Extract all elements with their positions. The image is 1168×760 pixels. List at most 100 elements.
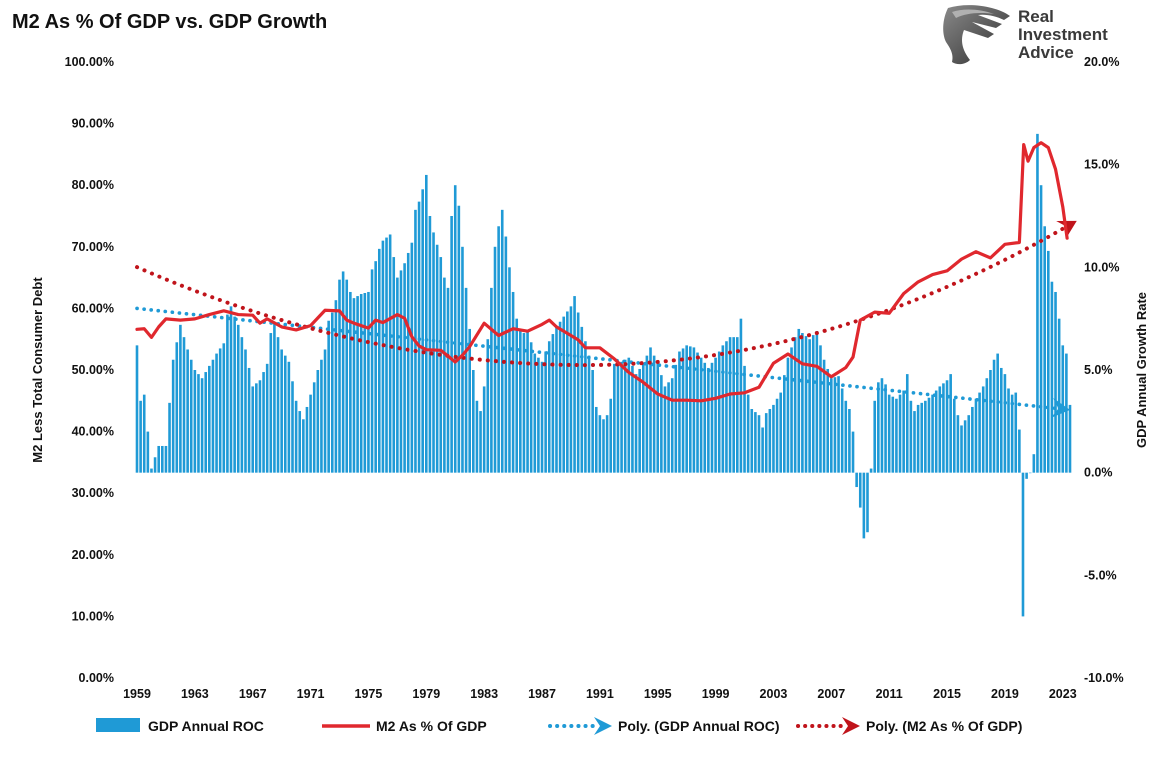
gdp-bar <box>801 333 804 473</box>
gdp-bar <box>775 398 779 473</box>
gdp-bar <box>631 365 634 473</box>
gdp-bar <box>999 367 1003 473</box>
gdp-bar <box>562 316 566 473</box>
gdp-bar <box>566 311 569 473</box>
gdp-bar <box>869 468 873 473</box>
gdp-bar <box>594 406 598 473</box>
y-left-tick-label: 90.00% <box>72 117 114 131</box>
x-tick-label: 1979 <box>412 687 440 701</box>
y-right-tick-label: 15.0% <box>1084 158 1119 172</box>
gdp-bar <box>385 237 388 473</box>
gdp-bar <box>808 339 811 473</box>
gdp-bar <box>294 400 298 473</box>
gdp-bar <box>981 386 985 473</box>
gdp-bar <box>786 357 790 473</box>
legend-swatch <box>96 718 140 732</box>
gdp-bar <box>508 267 511 473</box>
y-left-tick-label: 0.00% <box>79 671 114 685</box>
gdp-bar <box>1057 318 1061 473</box>
gdp-bar <box>236 324 240 473</box>
gdp-bar <box>598 415 602 473</box>
gdp-bar <box>558 321 562 473</box>
x-tick-label: 1971 <box>297 687 325 701</box>
gdp-bar <box>537 357 540 473</box>
gdp-bar <box>211 359 215 473</box>
gdp-bar <box>858 472 862 508</box>
gdp-bar <box>750 409 754 473</box>
gdp-bar <box>229 306 233 473</box>
legend-label: M2 As % Of GDP <box>376 718 487 734</box>
gdp-bar <box>544 351 547 473</box>
gdp-bar <box>446 287 450 473</box>
logo-line-2: Investment <box>1018 25 1108 44</box>
gdp-bar <box>699 357 703 473</box>
gdp-bar <box>309 394 312 473</box>
gdp-bar <box>504 236 508 473</box>
gdp-bar <box>204 372 208 473</box>
y-left-axis-label: M2 Less Total Consumer Debt <box>30 277 45 463</box>
gdp-bar <box>475 400 479 473</box>
gdp-bar <box>768 409 772 473</box>
legend-label: GDP Annual ROC <box>148 718 264 734</box>
gdp-bar <box>443 277 446 473</box>
gdp-bar <box>374 261 377 473</box>
gdp-bar <box>678 351 681 473</box>
gdp-bar <box>688 346 692 473</box>
gdp-bar <box>486 339 490 473</box>
gdp-bar <box>866 472 869 533</box>
gdp-bar <box>244 349 247 473</box>
gdp-bar <box>200 378 204 473</box>
gdp-bar <box>482 386 486 473</box>
logo-line-3: Advice <box>1018 43 1074 62</box>
gdp-bar <box>641 363 645 473</box>
gdp-bar <box>656 363 660 473</box>
gdp-bar <box>540 361 544 473</box>
gdp-bar <box>830 378 833 473</box>
gdp-bar <box>905 374 909 473</box>
gdp-bar <box>739 318 743 473</box>
gdp-bar <box>428 216 432 473</box>
gdp-bar <box>327 320 330 473</box>
x-ticks: 1959 1963 1967 1971 1975 1979 1983 1987 1991 1995… <box>123 687 1077 701</box>
legend-label: Poly. (GDP Annual ROC) <box>618 718 780 734</box>
gdp-bar <box>826 368 830 473</box>
x-tick-label: 2003 <box>760 687 788 701</box>
gdp-bar <box>949 374 952 473</box>
gdp-bar <box>490 287 493 473</box>
x-tick-label: 1995 <box>644 687 672 701</box>
gdp-bar <box>497 226 500 473</box>
gdp-bar <box>153 457 157 473</box>
gdp-bar <box>717 351 721 473</box>
gdp-bar <box>924 400 927 473</box>
gdp-bar <box>399 270 403 473</box>
gdp-bar <box>135 345 139 473</box>
y-right-axis-label: GDP Annual Growth Rate <box>1134 292 1149 448</box>
x-tick-label: 2023 <box>1049 687 1077 701</box>
gdp-bar <box>377 248 381 473</box>
gdp-bar <box>291 381 294 473</box>
gdp-bar <box>721 345 725 473</box>
gdp-bar <box>363 293 367 473</box>
gdp-bar <box>388 234 392 473</box>
gdp-bar <box>1036 133 1039 473</box>
gdp-bar <box>638 368 641 473</box>
gdp-bar <box>634 374 638 473</box>
gdp-bar <box>269 333 273 473</box>
gdp-bar <box>790 347 793 473</box>
gdp-bar <box>971 406 974 473</box>
gdp-bar <box>931 394 934 473</box>
gdp-bar <box>851 431 855 473</box>
gdp-bar <box>1010 394 1014 473</box>
gdp-bar <box>797 328 801 473</box>
gdp-bar <box>522 333 526 473</box>
gdp-bar <box>247 367 251 473</box>
gdp-bar <box>660 375 663 473</box>
gdp-bar <box>287 361 291 473</box>
gdp-bar <box>439 257 443 473</box>
y-right-tick-label: 10.0% <box>1084 260 1119 274</box>
gdp-bar <box>992 359 996 473</box>
gdp-bar <box>417 201 421 473</box>
gdp-bar <box>526 330 529 473</box>
legend-arrow <box>594 717 612 735</box>
